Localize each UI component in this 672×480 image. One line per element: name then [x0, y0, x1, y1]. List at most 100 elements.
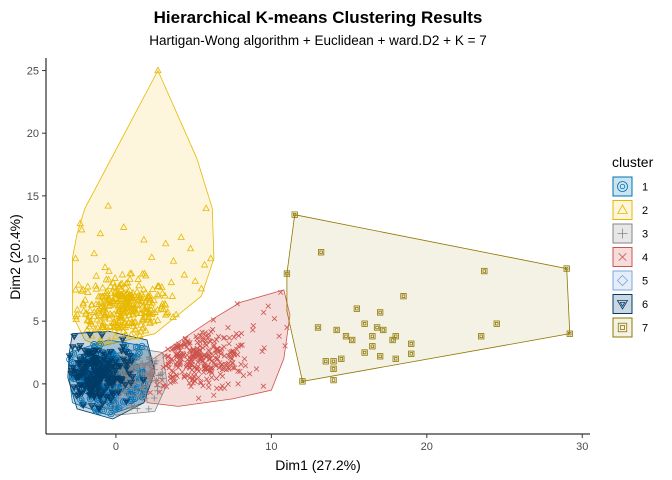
cluster-2-point [97, 336, 106, 344]
y-tick-label: 5 [33, 316, 39, 328]
cluster-3-point [122, 387, 130, 394]
cluster-4-point [207, 356, 214, 362]
cluster-7-point [392, 333, 399, 340]
cluster-3-point [138, 392, 145, 399]
cluster-7-point [338, 355, 345, 362]
cluster-2-point [158, 299, 167, 307]
cluster-4-point [195, 374, 202, 381]
cluster-2-point [197, 284, 206, 292]
cluster-2-point [110, 317, 118, 325]
cluster-6-point [74, 374, 83, 382]
cluster-4-point [219, 366, 226, 373]
cluster-4-point [179, 369, 186, 375]
cluster-2-point [139, 301, 147, 309]
legend-key-7 [612, 317, 633, 338]
cluster-2-point [121, 311, 129, 319]
cluster-2-point [141, 288, 150, 296]
cluster-6-point [114, 389, 123, 397]
cluster-4-point [271, 316, 278, 322]
cluster-6-point [68, 364, 77, 372]
cluster-3-point [145, 405, 152, 413]
cluster-4-point [170, 369, 177, 375]
cluster-2-point [110, 282, 119, 290]
cluster-6-point [98, 400, 107, 408]
cluster-4-point [185, 372, 192, 378]
cluster-6-point [122, 349, 130, 356]
cluster-2-point [99, 283, 107, 291]
cluster-4-point [231, 352, 238, 358]
x-tick-label: 10 [265, 441, 277, 453]
cluster-2-point [91, 324, 100, 332]
cluster-6-point [73, 359, 82, 367]
cluster-2-point [99, 323, 108, 330]
cluster-7-point [380, 326, 387, 334]
cluster-2-point [142, 326, 150, 334]
cluster-3-point [121, 389, 128, 396]
cluster-2-point [172, 310, 180, 318]
cluster-2-point [148, 298, 157, 306]
cluster-6-point [104, 380, 113, 387]
cluster-7-point [353, 305, 360, 312]
cluster-2-point [144, 292, 152, 299]
cluster-3-point [151, 360, 159, 368]
cluster-3-point [133, 388, 140, 395]
cluster-7-point [373, 324, 381, 331]
cluster-4-point [260, 383, 267, 389]
cluster-6-point [108, 389, 117, 397]
cluster-2-point [79, 300, 87, 308]
cluster-7-point [377, 353, 384, 360]
cluster-2-point [93, 323, 102, 331]
cluster-4-point [205, 347, 212, 353]
cluster-2-point [129, 310, 138, 318]
cluster-4-point [173, 354, 180, 361]
cluster-4-point [284, 324, 290, 331]
cluster-4-point [208, 329, 214, 335]
cluster-2-point [119, 304, 127, 312]
cluster-7-point [408, 350, 415, 357]
cluster-4-point [234, 346, 240, 353]
cluster-4-point [253, 366, 260, 372]
cluster-6-point [82, 374, 90, 382]
cluster-2-point [97, 298, 105, 305]
cluster-4-point [166, 365, 172, 371]
cluster-6-point [122, 398, 131, 406]
x-axis-label: Dim1 (27.2%) [275, 457, 361, 473]
cluster-2-point [135, 281, 143, 289]
cluster-3-point [151, 366, 158, 373]
cluster-4-point [210, 317, 217, 323]
cluster-6-point [84, 349, 93, 356]
cluster-7-point [361, 349, 368, 356]
cluster-3-point [128, 404, 135, 411]
cluster-7-points [283, 211, 573, 385]
cluster-4-point [246, 371, 253, 377]
cluster-7-point [330, 376, 337, 384]
cluster-4-point [206, 380, 212, 386]
cluster-6-point [69, 384, 78, 392]
cluster-2-point [88, 300, 96, 308]
cluster-3-point [154, 387, 161, 395]
cluster-2-point [140, 235, 148, 243]
cluster-4-point [250, 323, 257, 329]
cluster-2-point [132, 332, 140, 340]
cluster-4-point [165, 361, 171, 368]
cluster-4-points [146, 289, 290, 401]
chart-title: Hierarchical K-means Clustering Results [154, 8, 483, 27]
cluster-2-point [86, 306, 94, 314]
cluster-2-point [98, 299, 107, 306]
cluster-4-point [165, 354, 172, 360]
cluster-7-point [563, 265, 570, 272]
cluster-4-point [282, 343, 288, 349]
cluster-1-point [107, 409, 115, 418]
cluster-4-point [278, 289, 284, 296]
cluster-2-point [111, 274, 119, 281]
cluster-6-point [92, 356, 101, 363]
cluster-4-point [205, 384, 212, 390]
cluster-6-point [76, 356, 85, 364]
cluster-2-point [92, 271, 101, 279]
cluster-6-point [81, 360, 90, 368]
cluster-7-point [377, 309, 384, 316]
cluster-2-point [93, 315, 101, 323]
cluster-6-point [99, 367, 108, 375]
cluster-2-point [71, 254, 80, 262]
